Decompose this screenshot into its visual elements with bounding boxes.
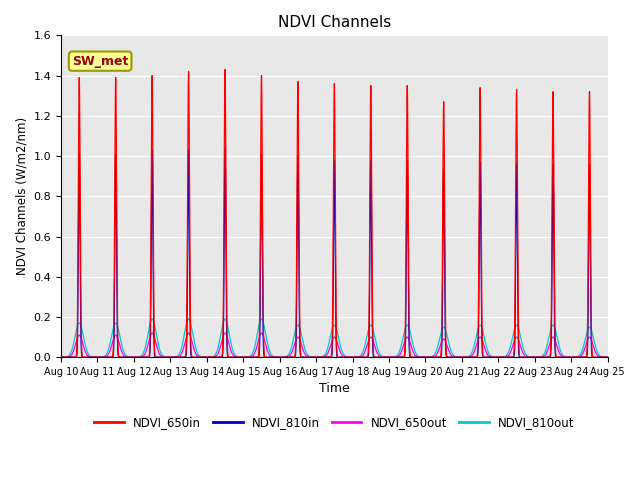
NDVI_650out bbox=[177, 352, 185, 358]
NDVI_810in bbox=[346, 354, 354, 360]
NDVI_810out bbox=[604, 354, 612, 360]
NDVI_810out bbox=[346, 354, 354, 360]
Line: NDVI_810out: NDVI_810out bbox=[61, 319, 608, 357]
NDVI_810in bbox=[221, 145, 229, 151]
NDVI_650in bbox=[531, 354, 539, 360]
NDVI_650in bbox=[177, 354, 185, 360]
NDVI_810out bbox=[116, 337, 124, 343]
NDVI_650in bbox=[221, 67, 229, 72]
NDVI_810in bbox=[188, 354, 196, 360]
NDVI_650out bbox=[188, 340, 196, 346]
Line: NDVI_650out: NDVI_650out bbox=[61, 333, 608, 357]
X-axis label: Time: Time bbox=[319, 383, 349, 396]
NDVI_810out bbox=[148, 316, 156, 322]
Y-axis label: NDVI Channels (W/m2/nm): NDVI Channels (W/m2/nm) bbox=[15, 117, 28, 276]
Line: NDVI_650in: NDVI_650in bbox=[61, 70, 608, 357]
NDVI_810in bbox=[57, 354, 65, 360]
Line: NDVI_810in: NDVI_810in bbox=[61, 148, 608, 357]
NDVI_810out bbox=[57, 354, 65, 360]
NDVI_810in bbox=[116, 354, 124, 360]
Title: NDVI Channels: NDVI Channels bbox=[278, 15, 391, 30]
Text: SW_met: SW_met bbox=[72, 55, 129, 68]
NDVI_810out bbox=[177, 347, 185, 353]
NDVI_650in bbox=[188, 354, 196, 360]
NDVI_810in bbox=[177, 354, 185, 360]
NDVI_810out bbox=[188, 328, 196, 334]
NDVI_650out bbox=[531, 354, 539, 360]
NDVI_810in bbox=[75, 233, 83, 239]
NDVI_810in bbox=[604, 354, 612, 360]
NDVI_650in bbox=[57, 354, 65, 360]
NDVI_650in bbox=[346, 354, 354, 360]
NDVI_650in bbox=[116, 354, 124, 360]
NDVI_650out bbox=[57, 354, 65, 360]
NDVI_650out bbox=[346, 354, 354, 360]
NDVI_650out bbox=[458, 354, 466, 360]
NDVI_650out bbox=[148, 330, 156, 336]
NDVI_810in bbox=[531, 354, 539, 360]
NDVI_650in bbox=[75, 166, 83, 172]
NDVI_650out bbox=[604, 354, 612, 360]
Legend: NDVI_650in, NDVI_810in, NDVI_650out, NDVI_810out: NDVI_650in, NDVI_810in, NDVI_650out, NDV… bbox=[90, 411, 579, 434]
NDVI_810out bbox=[531, 354, 539, 360]
NDVI_810out bbox=[75, 321, 83, 326]
NDVI_650out bbox=[75, 333, 83, 338]
NDVI_650out bbox=[116, 346, 124, 351]
NDVI_650in bbox=[604, 354, 612, 360]
